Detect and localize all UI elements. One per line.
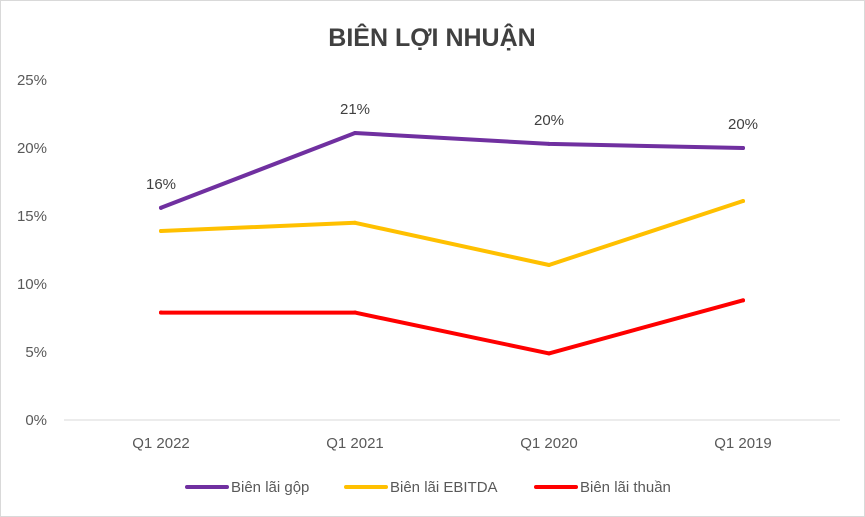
- data-point: [741, 146, 745, 150]
- data-point: [159, 205, 163, 210]
- data-point: [353, 310, 357, 315]
- x-tick-label: Q1 2021: [326, 435, 384, 452]
- y-tick-label: 25%: [17, 72, 47, 89]
- data-point: [547, 351, 551, 356]
- legend-label: Biên lãi thuần: [580, 479, 671, 496]
- series-line-2: [159, 298, 745, 356]
- x-tick-label: Q1 2020: [520, 435, 578, 452]
- y-tick-label: 10%: [17, 276, 47, 293]
- x-tick-label: Q1 2019: [714, 435, 772, 452]
- series-line-0: [159, 131, 745, 210]
- data-point: [159, 310, 163, 315]
- x-axis: Q1 2022 Q1 2021 Q1 2020 Q1 2019: [132, 435, 772, 452]
- y-tick-label: 0%: [25, 412, 47, 429]
- x-tick-label: Q1 2022: [132, 435, 190, 452]
- data-label: 20%: [728, 116, 758, 133]
- data-label: 16%: [146, 176, 176, 193]
- data-point: [353, 131, 357, 136]
- legend: Biên lãi gộp Biên lãi EBITDA Biên lãi thuầ…: [185, 479, 671, 496]
- legend-label: Biên lãi EBITDA: [390, 479, 498, 496]
- legend-label: Biên lãi gộp: [231, 479, 309, 496]
- series-line-1: [159, 199, 745, 267]
- data-label: 20%: [534, 112, 564, 129]
- data-label: 21%: [340, 101, 370, 118]
- data-point: [547, 262, 551, 267]
- data-point: [741, 298, 745, 303]
- y-tick-label: 15%: [17, 208, 47, 225]
- data-point: [547, 141, 551, 146]
- chart-title: BIÊN LỢI NHUẬN: [328, 22, 535, 52]
- data-point: [741, 199, 745, 204]
- data-labels: 16% 21% 20% 20%: [146, 101, 758, 193]
- y-tick-label: 5%: [25, 344, 47, 361]
- series-group: [159, 131, 745, 356]
- data-point: [159, 228, 163, 233]
- y-tick-label: 20%: [17, 140, 47, 157]
- data-point: [353, 220, 357, 225]
- y-axis: 0% 5% 10% 15% 20% 25%: [17, 72, 47, 429]
